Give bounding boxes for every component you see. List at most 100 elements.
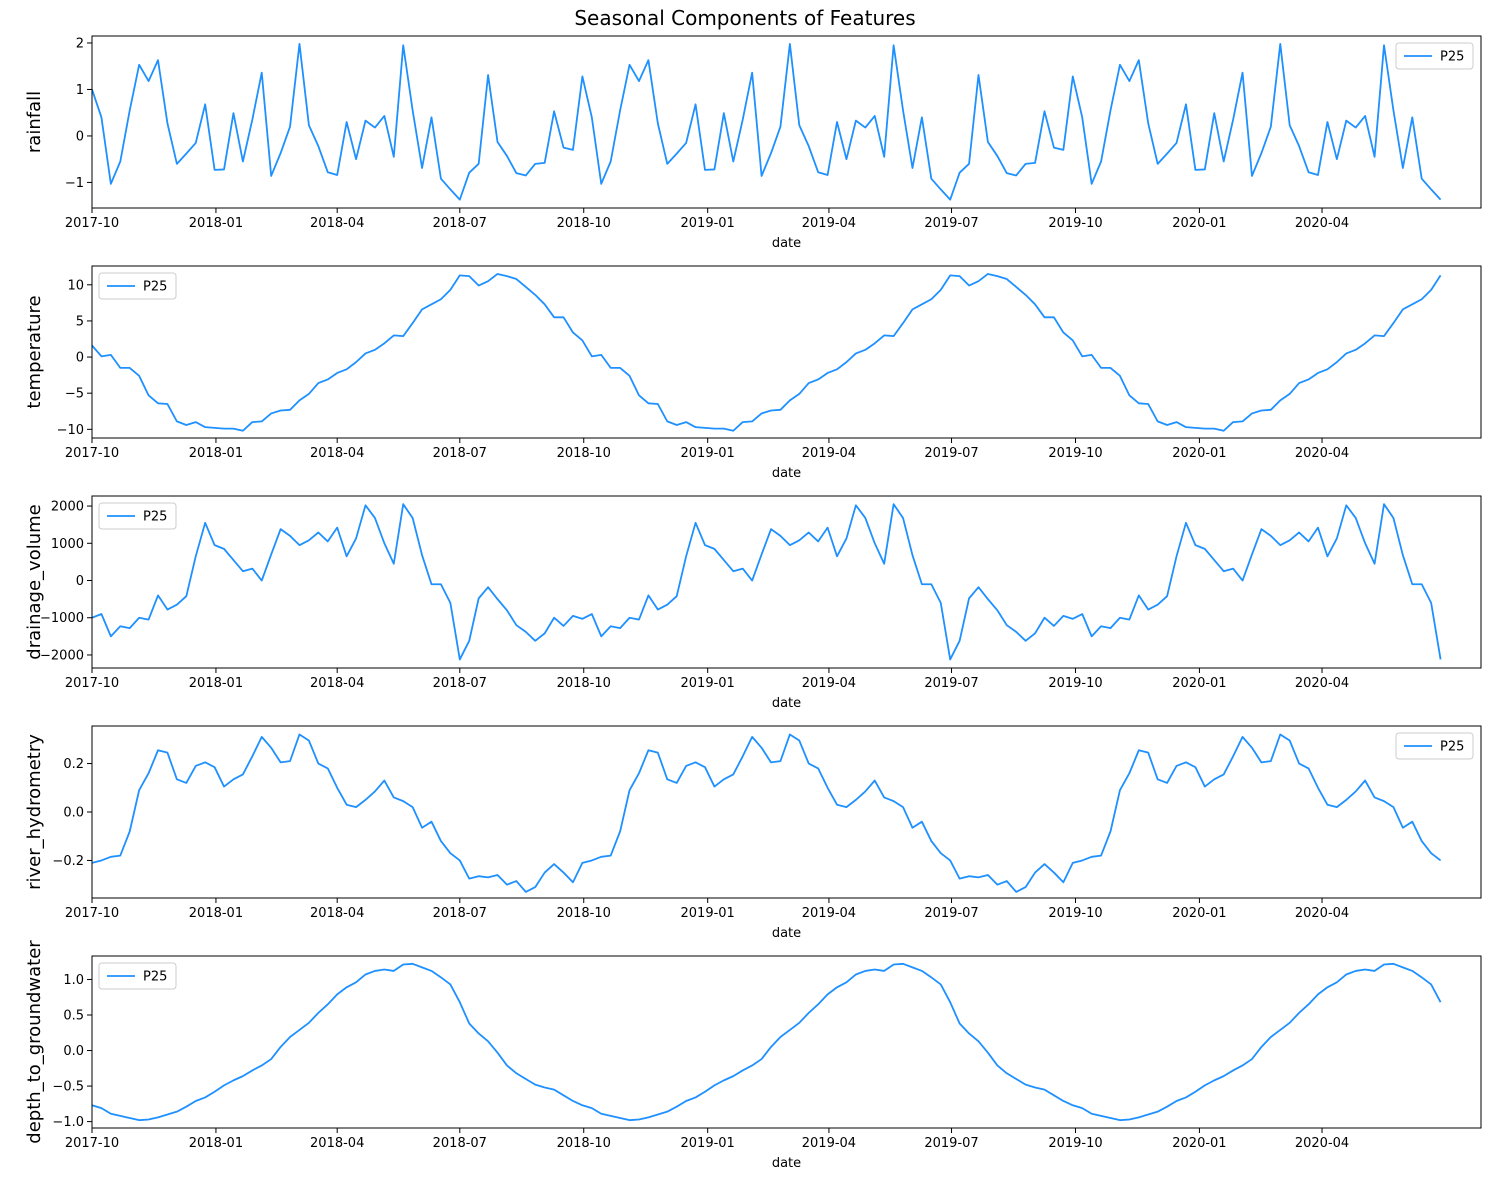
x-tick-label: 2018-01 <box>189 216 243 231</box>
legend-box <box>98 962 177 990</box>
y-tick-label: 1000 <box>51 537 84 552</box>
x-tick-label: 2017-10 <box>65 676 119 691</box>
x-tick-label: 2020-04 <box>1295 216 1349 231</box>
y-tick-label: 1.0 <box>63 973 84 988</box>
x-tick-label: 2019-04 <box>802 906 856 921</box>
x-tick-label: 2019-01 <box>681 1136 735 1151</box>
x-axis-label: date <box>772 1156 801 1171</box>
series-line-depth_to_groundwater <box>92 962 1442 1122</box>
legend-label: P25 <box>143 280 167 295</box>
x-tick-label: 2019-01 <box>681 906 735 921</box>
legend-label: P25 <box>1440 50 1464 65</box>
x-axis-label: date <box>772 696 801 711</box>
legend: P25 <box>1395 732 1474 760</box>
y-tick-label: 2 <box>76 36 84 51</box>
panel-rainfall: 2017-10 2018-01 2018-04 2018-07 2018-10 2019-… <box>24 35 1482 251</box>
x-tick-label: 2019-10 <box>1048 446 1102 461</box>
y-tick-label: −10 <box>57 423 84 438</box>
x-tick-label: 2018-04 <box>310 676 364 691</box>
legend-label: P25 <box>143 970 167 985</box>
x-tick-label: 2018-01 <box>189 676 243 691</box>
series-line-drainage_volume <box>92 503 1442 661</box>
panel-depth_to_groundwater: 2017-10 2018-01 2018-04 2018-07 2018-10 2019-… <box>24 940 1482 1171</box>
x-tick-label: 2018-10 <box>557 906 611 921</box>
y-axis-label: drainage_volume <box>24 504 45 659</box>
legend-box <box>1395 42 1474 70</box>
series-line-rainfall <box>92 43 1442 201</box>
x-tick-label: 2019-07 <box>924 906 978 921</box>
x-tick-label: 2018-10 <box>557 216 611 231</box>
y-tick-label: −1 <box>65 176 84 191</box>
x-tick-label: 2019-10 <box>1048 676 1102 691</box>
legend-label: P25 <box>1440 740 1464 755</box>
x-tick-label: 2018-04 <box>310 446 364 461</box>
x-tick-label: 2018-10 <box>557 1136 611 1151</box>
x-tick-label: 2019-04 <box>802 676 856 691</box>
panel-temperature: 2017-10 2018-01 2018-04 2018-07 2018-10 2019-… <box>24 265 1482 481</box>
x-tick-label: 2018-01 <box>189 446 243 461</box>
y-tick-label: −0.2 <box>52 854 84 869</box>
x-tick-label: 2020-01 <box>1172 216 1226 231</box>
y-tick-label: 1 <box>76 83 84 98</box>
x-tick-label: 2018-01 <box>189 906 243 921</box>
x-axis-label: date <box>772 236 801 251</box>
panel-river_hydrometry: 2017-10 2018-01 2018-04 2018-07 2018-10 2019-… <box>24 725 1482 941</box>
axes-frame <box>91 955 1482 1129</box>
x-tick-label: 2020-04 <box>1295 1136 1349 1151</box>
x-tick-label: 2019-10 <box>1048 216 1102 231</box>
y-tick-label: −5 <box>65 387 84 402</box>
x-axis-label: date <box>772 466 801 481</box>
legend: P25 <box>1395 42 1474 70</box>
x-tick-label: 2018-07 <box>433 1136 487 1151</box>
legend: P25 <box>98 502 177 530</box>
x-tick-label: 2019-07 <box>924 446 978 461</box>
y-tick-label: 2000 <box>51 500 84 515</box>
y-axis-label: depth_to_groundwater <box>24 940 45 1144</box>
x-tick-label: 2018-07 <box>433 216 487 231</box>
y-axis-label: temperature <box>24 295 45 408</box>
y-tick-label: 5 <box>76 314 84 329</box>
series-line-river_hydrometry <box>92 733 1442 893</box>
x-tick-label: 2020-04 <box>1295 906 1349 921</box>
legend-label: P25 <box>143 510 167 525</box>
x-tick-label: 2019-10 <box>1048 906 1102 921</box>
x-tick-label: 2018-10 <box>557 446 611 461</box>
figure-title: Seasonal Components of Features <box>574 6 915 30</box>
x-axis-label: date <box>772 926 801 941</box>
series-line-temperature <box>92 273 1442 432</box>
legend: P25 <box>98 962 177 990</box>
y-axis-label: river_hydrometry <box>24 734 45 890</box>
x-tick-label: 2019-01 <box>681 216 735 231</box>
x-tick-label: 2018-04 <box>310 216 364 231</box>
x-tick-label: 2019-10 <box>1048 1136 1102 1151</box>
x-tick-label: 2020-04 <box>1295 446 1349 461</box>
x-tick-label: 2017-10 <box>65 446 119 461</box>
y-tick-label: −0.5 <box>52 1080 84 1095</box>
x-tick-label: 2018-04 <box>310 906 364 921</box>
x-tick-label: 2019-07 <box>924 676 978 691</box>
x-tick-label: 2017-10 <box>65 216 119 231</box>
axes-frame <box>91 495 1482 669</box>
y-tick-label: 0 <box>76 129 84 144</box>
legend-box <box>1395 732 1474 760</box>
x-tick-label: 2018-04 <box>310 1136 364 1151</box>
y-tick-label: 0.0 <box>63 1044 84 1059</box>
y-tick-label: −2000 <box>40 648 84 663</box>
y-tick-label: 0 <box>76 574 84 589</box>
y-tick-label: 0.0 <box>63 806 84 821</box>
legend-box <box>98 272 177 300</box>
y-tick-label: 0 <box>76 351 84 366</box>
legend-box <box>98 502 177 530</box>
x-tick-label: 2018-07 <box>433 906 487 921</box>
axes-frame <box>91 35 1482 209</box>
panel-drainage_volume: 2017-10 2018-01 2018-04 2018-07 2018-10 2019-… <box>24 495 1482 711</box>
y-tick-label: 10 <box>67 278 84 293</box>
x-tick-label: 2020-04 <box>1295 676 1349 691</box>
y-axis-label: rainfall <box>24 91 45 153</box>
x-tick-label: 2019-04 <box>802 216 856 231</box>
y-tick-label: 0.5 <box>63 1008 84 1023</box>
y-tick-label: −1.0 <box>52 1115 84 1130</box>
x-tick-label: 2020-01 <box>1172 446 1226 461</box>
x-tick-label: 2018-07 <box>433 446 487 461</box>
